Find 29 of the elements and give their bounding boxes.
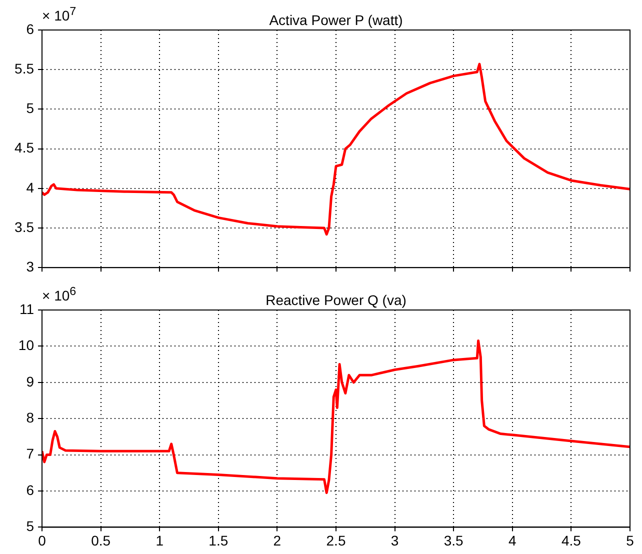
- y-tick-label: 6: [26, 482, 34, 498]
- x-tick-label: 3: [390, 532, 399, 548]
- chart-title: Reactive Power Q (va): [266, 292, 406, 308]
- y-tick-label: 3.5: [14, 218, 34, 235]
- x-tick-label: 4.5: [561, 532, 582, 548]
- x-tick-label: 2.5: [326, 532, 346, 548]
- y-tick-label: 9: [26, 373, 34, 390]
- x-tick-label: 2: [273, 532, 282, 548]
- x-tick-label: 1: [156, 532, 164, 548]
- y-tick-label: 4.5: [14, 140, 34, 156]
- y-tick-label: 5: [26, 100, 34, 116]
- x-tick-label: 4: [508, 532, 516, 548]
- y-tick-label: 4: [26, 179, 34, 196]
- y-tick-label: 10: [18, 337, 34, 354]
- y-tick-label: 7: [26, 446, 34, 462]
- x-tick-label: 0.5: [91, 532, 111, 548]
- y-tick-label: 6: [26, 20, 34, 37]
- x-tick-label: 1.5: [208, 532, 228, 548]
- text: × 10$^{7}$: [42, 4, 76, 24]
- x-tick-label: 5: [626, 532, 634, 548]
- x-tick-label: 3.5: [444, 532, 464, 548]
- chart-title: Activa Power P (watt): [269, 12, 403, 28]
- y-tick-label: 3: [26, 258, 34, 274]
- y-tick-label: 8: [26, 409, 34, 426]
- text: × 10$^{6}$: [42, 284, 76, 304]
- y-tick-label: 5.5: [14, 60, 34, 76]
- y-tick-label: 11: [19, 300, 34, 317]
- y-tick-label: 5: [26, 518, 34, 534]
- x-tick-label: 0: [38, 532, 46, 548]
